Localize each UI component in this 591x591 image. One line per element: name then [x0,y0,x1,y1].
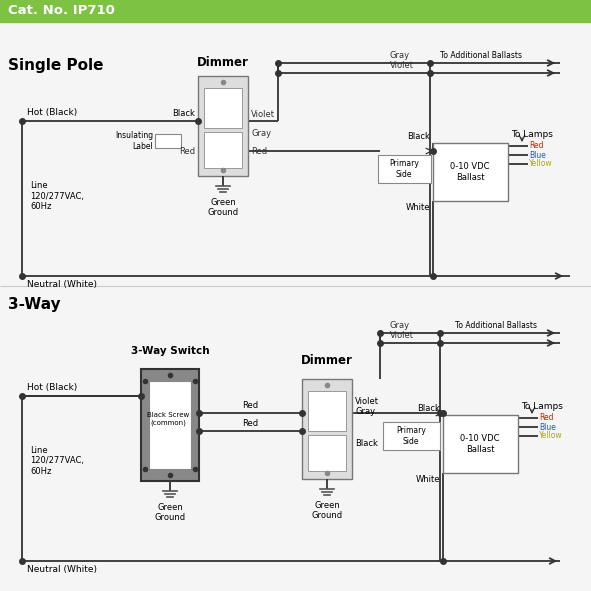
Text: To Lamps: To Lamps [521,402,563,411]
Text: Gray: Gray [390,321,410,330]
Text: Violet: Violet [390,331,414,340]
Text: Hot (Black): Hot (Black) [27,383,77,392]
Bar [0,0,591,22]
Bar [302,379,352,479]
Text: Violet: Violet [390,61,414,70]
Text: Violet: Violet [251,110,275,119]
Text: White: White [415,475,440,484]
Text: Black Screw
(common): Black Screw (common) [147,413,189,426]
Text: 3-Way: 3-Way [8,297,61,312]
Text: Red: Red [242,401,258,410]
Text: To Additional Ballasts: To Additional Ballasts [455,321,537,330]
Text: Violet: Violet [355,397,379,405]
Text: Red: Red [529,141,544,151]
Bar [433,143,508,201]
Text: Gray: Gray [251,129,271,138]
Text: 0-10 VDC
Ballast: 0-10 VDC Ballast [460,434,500,454]
Bar [198,76,248,176]
Text: Primary
Side: Primary Side [389,160,419,178]
Text: Line
120/277VAC,
60Hz: Line 120/277VAC, 60Hz [30,181,84,211]
Text: Hot (Black): Hot (Black) [27,108,77,117]
Text: Green
Ground: Green Ground [207,198,239,217]
Bar [383,422,440,450]
Text: Neutral (White): Neutral (White) [27,565,97,574]
Text: Gray: Gray [355,407,375,415]
Text: White: White [405,203,430,212]
Text: Line
120/277VAC,
60Hz: Line 120/277VAC, 60Hz [30,446,84,476]
Bar [204,132,242,168]
Text: 3-Way Switch: 3-Way Switch [131,346,209,356]
Bar [141,369,199,481]
Text: Neutral (White): Neutral (White) [27,280,97,289]
Bar [155,134,181,148]
Text: Black: Black [172,109,195,118]
Bar [308,391,346,431]
Text: Blue: Blue [529,151,546,160]
Text: To Additional Ballasts: To Additional Ballasts [440,51,522,60]
Text: Black: Black [407,132,430,141]
Bar [443,415,518,473]
Text: Primary
Side: Primary Side [396,426,426,446]
Bar [378,155,431,183]
Text: Insulating
Label: Insulating Label [115,131,153,151]
Text: Red: Red [251,147,267,155]
Text: Dimmer: Dimmer [301,355,353,368]
Text: Gray: Gray [390,51,410,60]
Text: Black: Black [355,440,378,449]
Text: Red: Red [242,419,258,428]
Text: Green
Ground: Green Ground [154,503,186,522]
Text: Yellow: Yellow [529,160,553,168]
Bar [204,88,242,128]
Text: Yellow: Yellow [539,431,563,440]
Text: Cat. No. IP710: Cat. No. IP710 [8,5,115,18]
Text: Blue: Blue [539,423,556,431]
Text: Red: Red [539,414,554,423]
Text: Dimmer: Dimmer [197,56,249,69]
Text: Single Pole: Single Pole [8,58,103,73]
Text: Green
Ground: Green Ground [311,501,343,521]
Text: Red: Red [179,147,195,155]
Bar [308,435,346,471]
Bar [149,381,191,469]
Text: To Lamps: To Lamps [511,130,553,139]
Text: Black: Black [417,404,440,413]
Text: 0-10 VDC
Ballast: 0-10 VDC Ballast [450,163,490,181]
